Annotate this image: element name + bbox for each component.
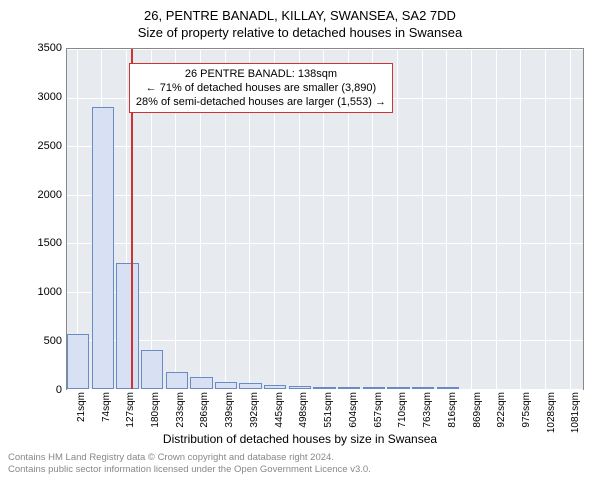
gridline-horizontal	[67, 340, 583, 341]
x-tick-label: 710sqm	[397, 392, 408, 428]
footer-line2: Contains public sector information licen…	[8, 464, 592, 476]
y-tick-label: 1500	[38, 237, 62, 249]
histogram-bar	[141, 350, 163, 389]
y-tick-label: 2500	[38, 140, 62, 152]
histogram-bar	[289, 386, 311, 389]
gridline-horizontal	[67, 243, 583, 244]
histogram-bar	[363, 387, 385, 389]
x-tick-label: 180sqm	[150, 392, 161, 428]
y-tick-labels: 0500100015002000250030003500	[8, 48, 66, 390]
infobox-line3: 28% of semi-detached houses are larger (…	[136, 95, 386, 109]
x-tick-label: 1028sqm	[546, 392, 557, 433]
x-tick-label: 127sqm	[125, 392, 136, 428]
histogram-bar	[239, 383, 261, 389]
gridline-vertical	[397, 49, 398, 389]
histogram-bar	[412, 387, 434, 389]
gridline-horizontal	[67, 146, 583, 147]
y-tick-label: 1000	[38, 286, 62, 298]
x-tick-label: 498sqm	[298, 392, 309, 428]
histogram-bar	[166, 372, 188, 389]
histogram-bar	[437, 387, 459, 389]
y-tick-label: 0	[56, 384, 62, 396]
gridline-vertical	[422, 49, 423, 389]
y-tick-label: 2000	[38, 189, 62, 201]
x-tick-label: 286sqm	[199, 392, 210, 428]
footer-line1: Contains HM Land Registry data © Crown c…	[8, 452, 592, 464]
x-tick-label: 233sqm	[175, 392, 186, 428]
y-tick-label: 3000	[38, 91, 62, 103]
histogram-bar	[338, 387, 360, 389]
x-tick-label: 975sqm	[521, 392, 532, 428]
gridline-vertical	[471, 49, 472, 389]
x-tick-label: 869sqm	[472, 392, 483, 428]
x-tick-label: 763sqm	[422, 392, 433, 428]
title-subtitle: Size of property relative to detached ho…	[8, 25, 592, 40]
gridline-vertical	[545, 49, 546, 389]
x-tick-labels: 21sqm74sqm127sqm180sqm233sqm286sqm339sqm…	[66, 390, 584, 424]
gridline-vertical	[570, 49, 571, 389]
histogram-bar	[92, 107, 114, 389]
gridline-vertical	[496, 49, 497, 389]
x-axis-label: Distribution of detached houses by size …	[8, 432, 592, 446]
histogram-bar	[215, 382, 237, 389]
y-tick-label: 500	[44, 335, 62, 347]
gridline-horizontal	[67, 49, 583, 50]
x-tick-label: 922sqm	[496, 392, 507, 428]
chart-area: Number of detached properties 0500100015…	[8, 44, 592, 424]
x-tick-label: 816sqm	[447, 392, 458, 428]
property-infobox: 26 PENTRE BANADL: 138sqm ← 71% of detach…	[129, 63, 393, 114]
x-tick-label: 339sqm	[224, 392, 235, 428]
gridline-vertical	[446, 49, 447, 389]
plot-wrap: 26 PENTRE BANADL: 138sqm ← 71% of detach…	[66, 48, 584, 390]
gridline-horizontal	[67, 195, 583, 196]
x-tick-label: 21sqm	[76, 392, 87, 422]
chart-container: 26, PENTRE BANADL, KILLAY, SWANSEA, SA2 …	[0, 0, 600, 500]
plot-region: 26 PENTRE BANADL: 138sqm ← 71% of detach…	[66, 48, 584, 390]
histogram-bar	[67, 334, 89, 389]
x-tick-label: 1081sqm	[570, 392, 581, 433]
gridline-vertical	[520, 49, 521, 389]
gridline-horizontal	[67, 292, 583, 293]
x-tick-label: 604sqm	[348, 392, 359, 428]
footer-copyright: Contains HM Land Registry data © Crown c…	[8, 452, 592, 477]
title-address: 26, PENTRE BANADL, KILLAY, SWANSEA, SA2 …	[8, 8, 592, 23]
histogram-bar	[264, 385, 286, 389]
x-tick-label: 445sqm	[274, 392, 285, 428]
histogram-bar	[313, 387, 335, 389]
y-tick-label: 3500	[38, 42, 62, 54]
x-tick-label: 74sqm	[101, 392, 112, 422]
x-tick-label: 657sqm	[373, 392, 384, 428]
histogram-bar	[190, 377, 212, 389]
x-tick-label: 392sqm	[249, 392, 260, 428]
histogram-bar	[387, 387, 409, 389]
infobox-line1: 26 PENTRE BANADL: 138sqm	[136, 67, 386, 81]
histogram-bar	[116, 263, 138, 389]
infobox-line2: ← 71% of detached houses are smaller (3,…	[136, 81, 386, 95]
x-tick-label: 551sqm	[323, 392, 334, 428]
